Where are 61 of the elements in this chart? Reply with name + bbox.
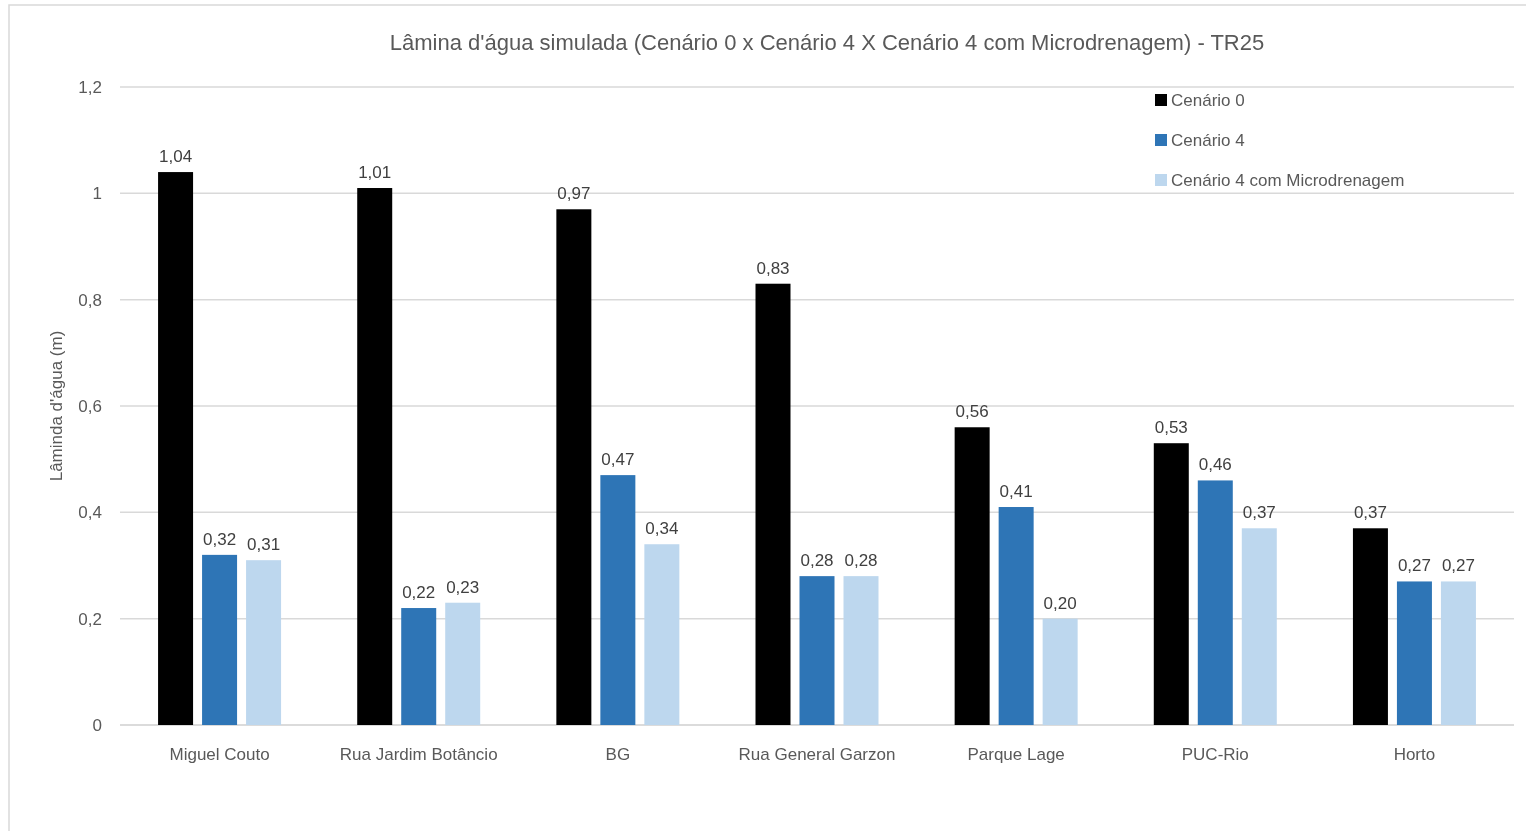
bar — [1352, 528, 1388, 725]
y-tick-label: 0,4 — [78, 503, 102, 523]
x-tick-label: PUC-Rio — [1181, 745, 1249, 764]
y-axis-title: Lâminda d'água (m) — [47, 330, 66, 482]
bar — [202, 554, 238, 725]
data-label: 0,37 — [1353, 503, 1387, 523]
legend-label: Cenário 0 — [1171, 91, 1245, 110]
y-tick-label: 1 — [92, 184, 102, 204]
chart-title: Lâmina d'água simulada (Cenário 0 x Cenário 4 X Cenário 4 com Microdrenagem) - TR25 — [389, 30, 1265, 55]
data-label: 0,41 — [999, 482, 1033, 502]
bar — [998, 507, 1034, 725]
data-label: 0,53 — [1154, 418, 1188, 438]
bar — [246, 560, 282, 725]
bar — [357, 188, 393, 725]
bar — [1241, 528, 1277, 725]
y-tick-label: 0,2 — [78, 609, 102, 629]
bar — [1153, 443, 1189, 725]
data-label: 0,32 — [203, 529, 237, 549]
legend-label: Cenário 4 com Microdrenagem — [1171, 171, 1405, 190]
data-label: 0,31 — [247, 535, 281, 555]
y-tick-label: 0 — [92, 716, 102, 735]
bar — [1042, 618, 1078, 725]
data-label: 0,22 — [402, 583, 436, 603]
bar — [843, 576, 879, 725]
bar — [600, 475, 636, 725]
bar — [644, 544, 680, 725]
data-label: 0,34 — [645, 519, 679, 539]
data-label: 0,28 — [800, 551, 834, 571]
x-tick-label: Parque Lage — [967, 745, 1065, 764]
data-label: 1,04 — [159, 147, 193, 167]
data-label: 0,47 — [601, 450, 635, 470]
bar — [158, 172, 194, 725]
data-label: 0,46 — [1198, 455, 1232, 475]
bar — [1197, 480, 1233, 725]
bar — [1396, 581, 1432, 725]
x-tick-label: Horto — [1393, 745, 1436, 764]
data-label: 0,83 — [756, 258, 790, 278]
data-label: 0,27 — [1397, 556, 1431, 576]
data-label: 0,27 — [1441, 556, 1475, 576]
bar — [401, 608, 437, 725]
bar — [1440, 581, 1476, 725]
x-tick-label: Miguel Couto — [169, 745, 270, 764]
y-tick-label: 1,2 — [78, 78, 102, 97]
x-tick-label: Rua Jardim Botâncio — [339, 745, 498, 764]
data-label: 0,97 — [557, 184, 591, 204]
y-tick-label: 0,8 — [78, 290, 102, 310]
y-tick-label: 0,6 — [78, 397, 102, 416]
x-tick-label: Rua General Garzon — [738, 745, 896, 764]
bar — [799, 576, 835, 725]
data-label: 0,37 — [1242, 503, 1276, 523]
data-label: 1,01 — [358, 163, 392, 183]
bar — [445, 602, 481, 725]
data-label: 0,23 — [446, 577, 480, 597]
data-label: 0,56 — [955, 402, 989, 422]
bar — [556, 209, 592, 725]
x-tick-label: BG — [605, 745, 631, 764]
data-label: 0,28 — [844, 551, 878, 571]
legend-label: Cenário 4 — [1171, 131, 1245, 150]
data-label: 0,20 — [1043, 593, 1077, 613]
bar — [954, 427, 990, 725]
bar — [755, 283, 791, 725]
